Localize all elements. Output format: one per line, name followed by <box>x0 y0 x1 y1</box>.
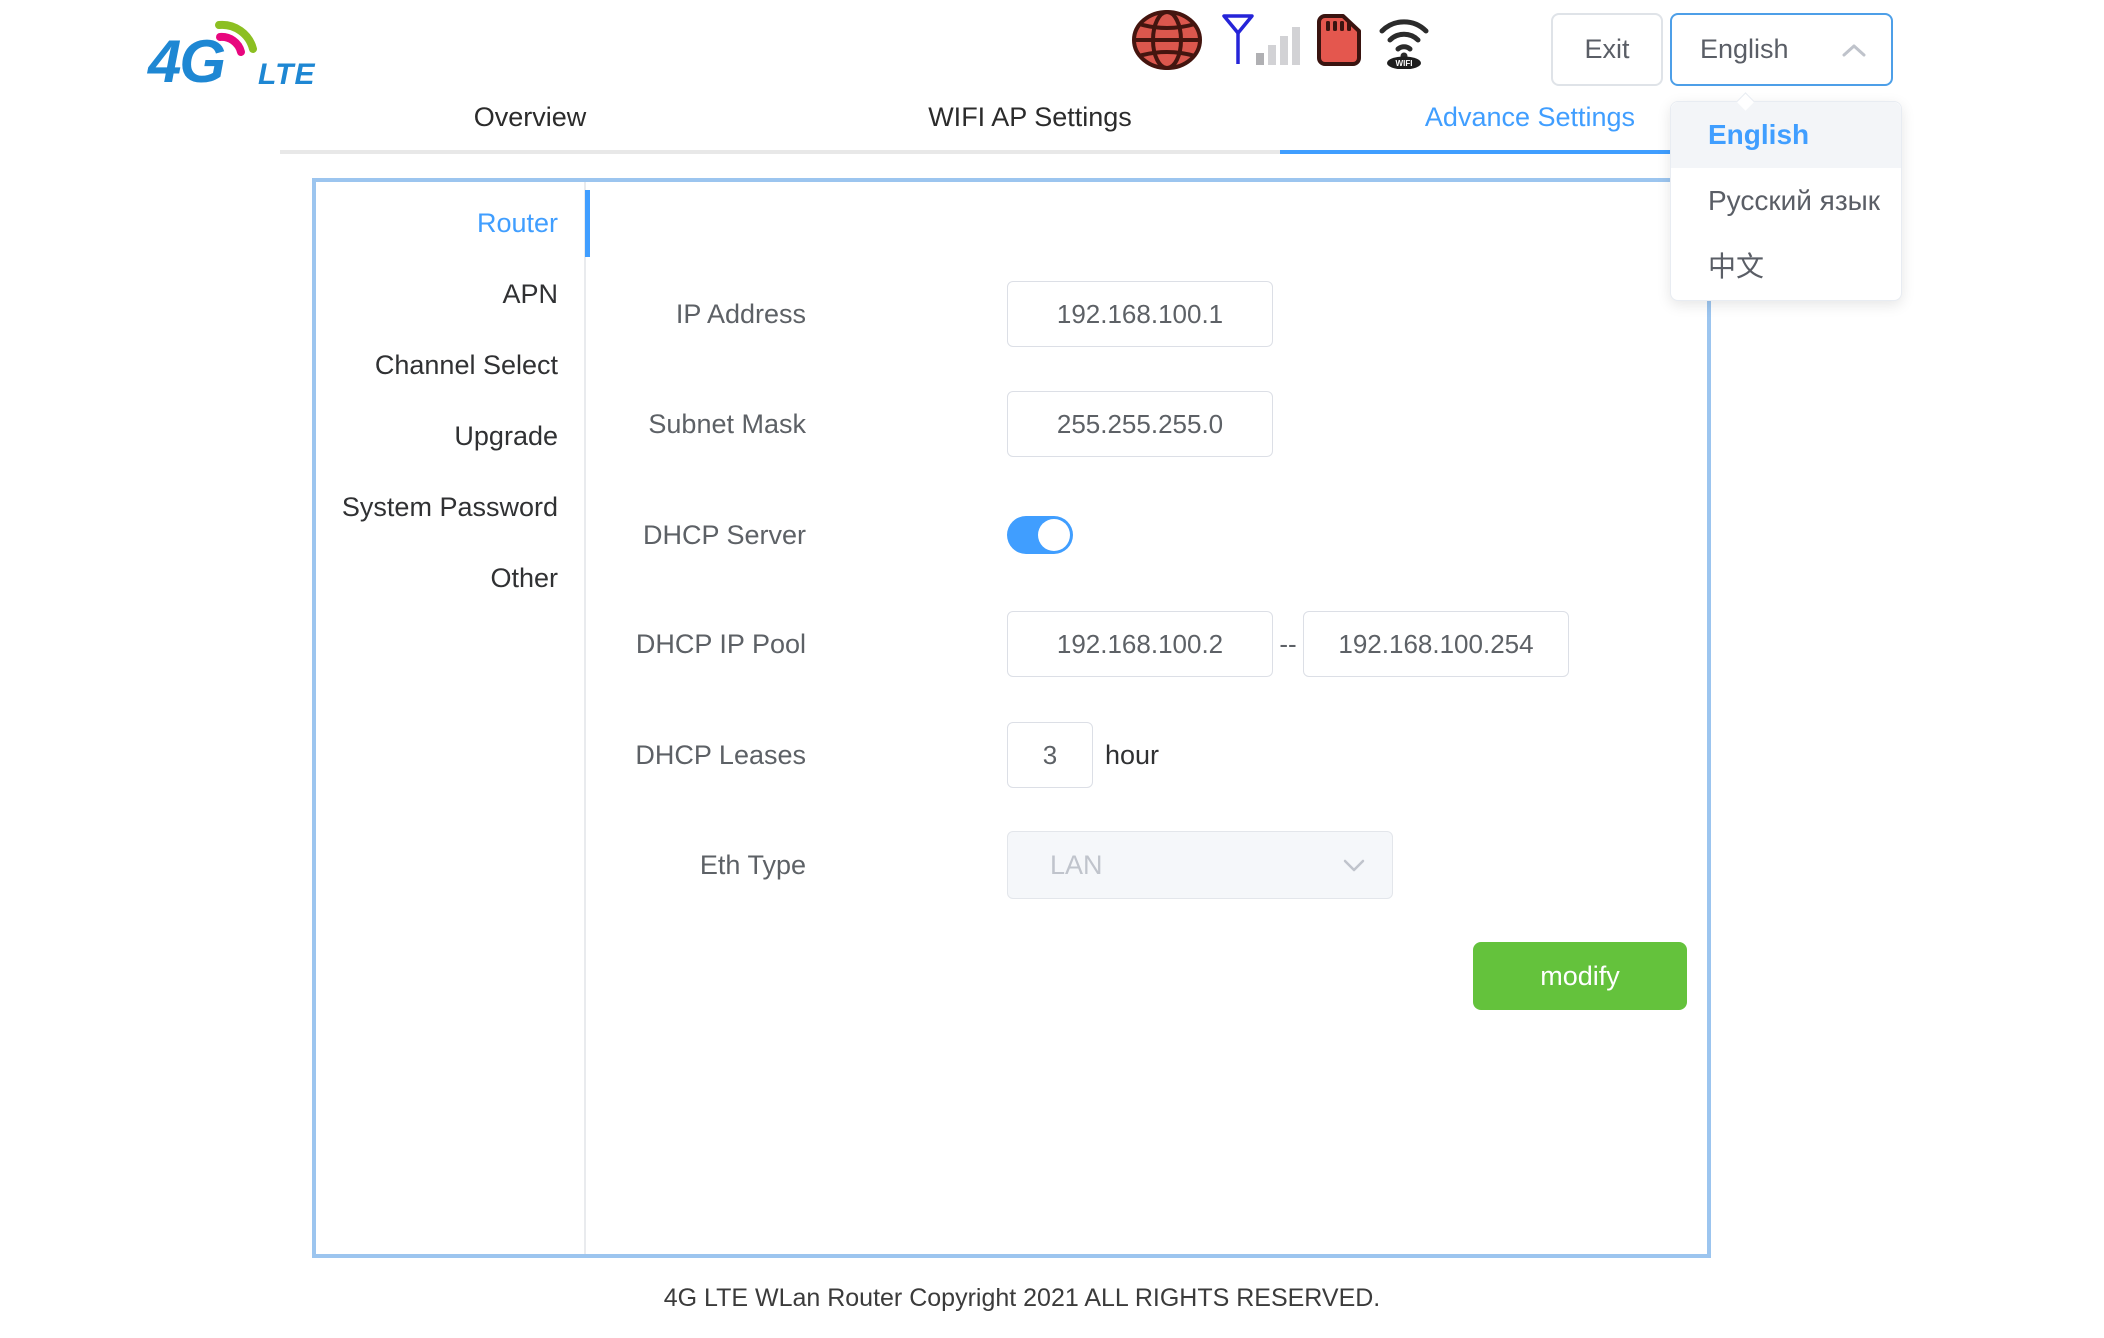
tab-advance-settings[interactable]: Advance Settings <box>1280 88 1780 154</box>
ip-address-input[interactable] <box>1007 281 1273 347</box>
chevron-up-icon <box>1842 44 1866 56</box>
language-select-value: English <box>1700 34 1789 64</box>
dhcp-leases-row: DHCP Leases hour <box>316 722 1516 788</box>
dhcp-ip-pool-label: DHCP IP Pool <box>635 629 806 659</box>
logo-lte-text: LTE <box>258 58 316 91</box>
dhcp-server-label: DHCP Server <box>642 520 806 550</box>
sidebar-item-router[interactable]: Router <box>316 188 590 259</box>
dhcp-pool-start-input[interactable] <box>1007 611 1273 677</box>
dhcp-leases-input[interactable] <box>1007 722 1093 788</box>
modify-button[interactable]: modify <box>1473 942 1687 1010</box>
signal-strength-icon <box>1222 14 1300 65</box>
subnet-mask-input[interactable] <box>1007 391 1273 457</box>
settings-panel: Router APN Channel Select Upgrade System… <box>312 178 1711 1258</box>
advance-settings-sidebar: Router APN Channel Select Upgrade System… <box>316 182 590 1254</box>
internet-globe-icon <box>1132 10 1202 70</box>
language-option-chinese[interactable]: 中文 <box>1708 251 1765 282</box>
ip-address-label: IP Address <box>675 299 806 329</box>
dhcp-leases-label: DHCP Leases <box>635 740 806 770</box>
wifi-badge-label: WIFI <box>1396 59 1413 68</box>
main-tabs: Overview WIFI AP Settings Advance Settin… <box>280 88 1780 154</box>
logo-signal-arcs-icon <box>215 20 257 56</box>
tab-overview[interactable]: Overview <box>280 88 780 154</box>
language-dropdown-menu: English Русский язык 中文 <box>1670 92 1902 301</box>
toggle-knob <box>1038 519 1070 551</box>
pool-range-separator: -- <box>1279 629 1297 659</box>
dhcp-pool-end-input[interactable] <box>1303 611 1569 677</box>
sim-card-icon <box>1317 14 1361 66</box>
sidebar-item-upgrade[interactable]: Upgrade <box>454 421 558 451</box>
logo: 4G LTE <box>148 20 316 95</box>
eth-type-label: Eth Type <box>699 850 806 880</box>
status-bar: WIFI <box>1130 8 1432 72</box>
logo-4g-text: 4G <box>148 28 226 95</box>
tab-wifi-ap-settings[interactable]: WIFI AP Settings <box>780 88 1280 154</box>
language-select[interactable]: English <box>1670 13 1893 86</box>
sidebar-item-system-password[interactable]: System Password <box>341 492 558 522</box>
subnet-mask-label: Subnet Mask <box>648 409 806 439</box>
eth-type-row: Eth Type LAN <box>316 831 1516 899</box>
dhcp-ip-pool-row: DHCP IP Pool -- <box>316 611 1569 677</box>
dhcp-server-row: DHCP Server <box>316 502 1516 568</box>
chevron-down-icon <box>1343 859 1365 871</box>
eth-type-value: LAN <box>1050 849 1103 880</box>
ip-address-row: IP Address <box>316 281 1516 347</box>
sidebar-item-apn[interactable]: APN <box>502 279 558 309</box>
wifi-status-icon: WIFI <box>1379 19 1429 69</box>
dhcp-leases-unit: hour <box>1105 740 1160 770</box>
subnet-mask-row: Subnet Mask <box>316 391 1516 457</box>
language-option-russian[interactable]: Русский язык <box>1708 185 1881 216</box>
eth-type-select[interactable]: LAN <box>1007 831 1393 899</box>
dhcp-server-toggle[interactable] <box>1007 516 1073 554</box>
copyright-footer: 4G LTE WLan Router Copyright 2021 ALL RI… <box>663 1284 1381 1312</box>
language-option-english[interactable]: English <box>1671 102 1901 168</box>
sidebar-item-channel-select[interactable]: Channel Select <box>374 350 558 380</box>
exit-button[interactable]: Exit <box>1551 13 1663 86</box>
sidebar-item-other[interactable]: Other <box>490 563 558 593</box>
